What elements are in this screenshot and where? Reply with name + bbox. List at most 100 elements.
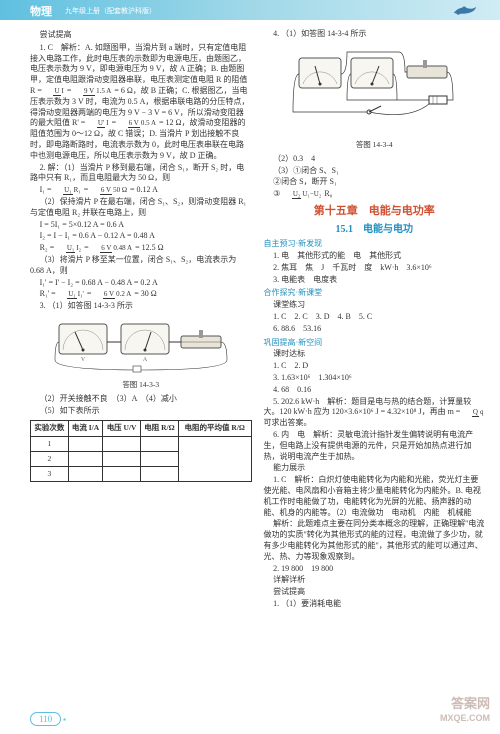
svg-text:A: A [143,357,148,363]
text: 4. 68 0.16 [264,385,486,396]
text: （3）将滑片 P 移至某一位置，闭合 S₁、S₂，电流表示为 0.68 A，则 [30,255,252,277]
page-header: 物理 九年级上册（配套教沪科版） [0,0,500,20]
d: R₁ [73,186,82,194]
frac: U₁I₁' [58,291,85,298]
t: 5. 202.6 kW·h 解析：题目是电与热的结合题，计算量较大。120 kW… [264,397,472,417]
n: 6 V [100,186,112,195]
text: 1. C 2. D [264,361,486,372]
t: = 0.12 A [130,185,158,194]
text: R₁' = U₁I₁' = 6 V0.2 A = 30 Ω [30,289,252,300]
subject-sub: 九年级上册（配套教沪科版） [65,6,156,16]
page-number-value: 110 [30,712,61,726]
text: 2. 19 800 19 800 [264,564,486,575]
text: 5. 202.6 kW·h 解析：题目是电与热的结合题，计算量较大。120 kW… [264,397,486,429]
frac: 6 V0.48 A [91,245,133,252]
lesson-title: 15.1 电能与电功 [264,223,486,237]
t: R₁' = [40,289,58,298]
n: 9 V [83,87,95,96]
text: 解析：此题难点主要在同分类本概念的理解，正确理解"电流做功的实质"转化为其他形式… [264,519,486,562]
td: 1 [31,436,69,451]
frac: U₁R₁ [54,187,82,194]
text: 1. C 2. C 3. D 4. B 5. C [264,312,486,323]
left-column: 尝试提高 1. C 解析：A. 如题图甲，当滑片到 a 端时，只有定值电阻接入电… [30,28,252,611]
experiment-table: 实验次数 电流 I/A 电压 U/V 电阻 R/Ω 电阻的平均值 R/Ω 1 2… [30,420,252,482]
n: Q [472,408,479,417]
subject-label: 物理 [30,3,52,19]
section-label: 合作探究·新课堂 [264,288,486,299]
d: I [61,87,65,95]
text: （3）①闭合 S、S₁ [264,166,486,177]
text: 4. （1）如答图 14-3-4 所示 [264,29,486,40]
n: U₁ [63,186,73,195]
sub: 详解详析 [264,575,486,586]
text: I₁' = I' − I₂ = 0.68 A − 0.48 A = 0.2 A [30,278,252,289]
d: I [105,119,109,127]
text: I = 5I₁ = 5×0.12 A = 0.6 A [30,220,252,231]
text: R₂ = U₁I₂ = 6 V0.48 A = 12.5 Ω [30,243,252,254]
text: 3. （1）如答图 14-3-3 所示 [30,301,252,312]
figure-2: 答图 14-3-4 [264,44,486,150]
t: ③ [273,189,282,198]
text: I₂ = I − I₁ = 0.6 A − 0.12 A = 0.48 A [30,231,252,242]
text: 1. 电 其他形式的能 电 其他形式 [264,251,486,262]
frac: 6 V50 Ω [90,187,128,194]
svg-text:V: V [81,357,86,363]
td: 2 [31,451,69,466]
n: 6 V [103,290,115,299]
fig2-caption: 答图 14-3-4 [264,140,486,150]
section-label: 自主预习·新发现 [264,239,486,250]
page-number: 110 ▪ [30,714,66,724]
t: R₀ [324,189,332,198]
t: R₂ = [40,243,57,252]
t: = 30 Ω [134,289,156,298]
sec-title: 尝试提高 [30,30,252,41]
text: （5）如下表所示 [30,406,252,417]
frac: U₁I₂ [56,245,82,252]
figure-1: V A 答图 14-3-3 [30,316,252,390]
fig1-caption: 答图 14-3-3 [30,380,252,390]
sub: 能力展示 [264,463,486,474]
main-content: 尝试提高 1. C 解析：A. 如题图甲，当滑片到 a 端时，只有定值电阻接入电… [0,20,500,611]
sub: 课时达标 [264,349,486,360]
frac: 9 V1.5 A [73,88,112,95]
td: 3 [31,466,69,481]
t: = 12.5 Ω [135,243,163,252]
text: 1. （1）要消耗电能 [264,599,486,610]
d: 0.2 A [115,290,132,298]
n: U' [97,119,105,128]
th: 电阻的平均值 R/Ω [179,421,252,436]
th: 实验次数 [31,421,69,436]
th: 电流 I/A [68,421,103,436]
n: U₁ [66,244,76,253]
text: （2）保持滑片 P 在最右端，闭合 S₁、S₂，则滑动变阻器 R₁ 与定值电阻 … [30,197,252,219]
d: q [479,408,485,416]
chapter-title: 第十五章 电能与电功率 [264,204,486,219]
n: 6 V [128,119,140,128]
text: 2. 解：（1）当滑片 P 移到最右端，闭合 S₁，断开 S₂ 时，电路中只有 … [30,163,252,185]
frac: 6 V0.5 A [118,120,157,127]
n: U₁ [67,290,77,299]
frac: Qq [462,409,484,416]
frac: 6 V0.2 A [93,291,132,298]
t: 可求出答案。 [264,418,312,427]
frac: U'I [87,120,109,127]
frac: U₂U₁−U₂ [282,191,322,198]
watermark: 答案网MXQE.COM [440,697,490,724]
text: ②闭合 S，断开 S₁ [264,177,486,188]
text: 6. 88.6 53.16 [264,324,486,335]
text: I₁ = U₁R₁ = 6 V50 Ω = 0.12 A [30,185,252,196]
right-column: 4. （1）如答图 14-3-4 所示 [264,28,486,611]
n: U [53,87,60,96]
d: 0.5 A [140,119,157,127]
dolphin-icon [450,2,480,18]
text: 3. 电能表 电度表 [264,275,486,286]
n: U₂ [292,190,302,199]
text: 3. 1.63×10⁶ 1.304×10⁶ [264,373,486,384]
n: 6 V [100,244,112,253]
t: I₁ = [40,185,54,194]
text: 6. 内 电 解析：灵敏电流计指针发生偏转说明有电流产生，但电路上没有提供电源的… [264,430,486,462]
d: I₁' [77,290,85,298]
sub: 尝试提高 [264,587,486,598]
d: 0.48 A [112,244,133,252]
section-label: 巩固提高·新空间 [264,338,486,349]
